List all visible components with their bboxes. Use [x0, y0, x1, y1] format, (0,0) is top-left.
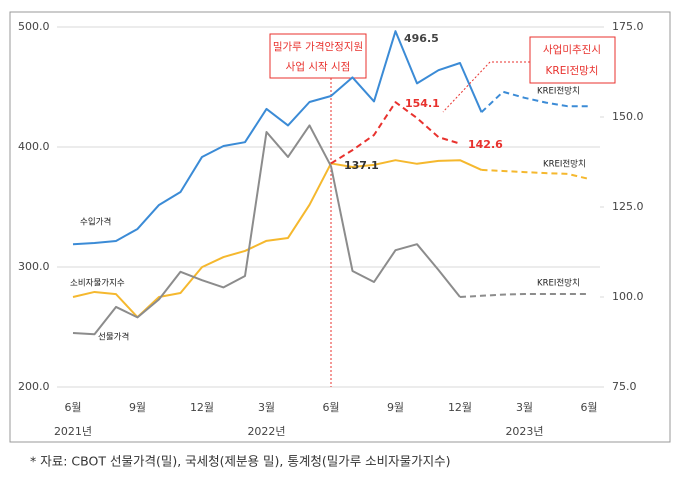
- event-box: [269, 33, 367, 79]
- series-line: [72, 124, 461, 336]
- value-label: 496.5: [404, 32, 439, 45]
- forecast-label: KREI전망치: [537, 86, 580, 97]
- y2-tick-label: 125.0: [612, 200, 644, 213]
- forecast-label: KREI전망치: [537, 278, 580, 289]
- callout-text: KREI전망치: [546, 65, 599, 77]
- series-line: [481, 168, 590, 180]
- x-tick-label: 12월: [448, 401, 472, 414]
- x-tick-label: 6월: [64, 401, 81, 414]
- frame: [9, 11, 671, 443]
- value-label: 154.1: [405, 97, 440, 110]
- year-label: 2023년: [505, 425, 543, 438]
- x-tick-label: 6월: [322, 401, 339, 414]
- event-text: 밀가루 가격안정지원: [273, 40, 363, 53]
- x-tick-label: 6월: [580, 401, 597, 414]
- x-tick-label: 3월: [516, 401, 533, 414]
- y2-tick-label: 100.0: [612, 290, 644, 303]
- y-tick-label: 200.0: [18, 380, 50, 393]
- y-tick-label: 500.0: [18, 20, 50, 33]
- callout-text: 사업미추진시: [543, 43, 601, 56]
- value-label: 142.6: [468, 138, 503, 151]
- series-line: [459, 293, 589, 298]
- y2-tick-label: 175.0: [612, 20, 644, 33]
- year-label: 2021년: [54, 425, 92, 438]
- series-line: [330, 101, 461, 165]
- event-text: 사업 시작 시점: [286, 60, 351, 73]
- x-tick-label: 12월: [190, 401, 214, 414]
- series-line: [72, 159, 482, 319]
- y2-tick-label: 75.0: [612, 380, 637, 393]
- series-label: 수입가격: [80, 217, 111, 228]
- value-label: 137.1: [344, 159, 379, 172]
- callout-box: [529, 36, 616, 84]
- series-label: 선물가격: [98, 332, 129, 343]
- x-tick-label: 3월: [258, 401, 275, 414]
- y-tick-label: 400.0: [18, 140, 50, 153]
- x-tick-label: 9월: [387, 401, 404, 414]
- year-label: 2022년: [247, 425, 285, 438]
- series-line: [72, 30, 483, 246]
- x-tick-label: 9월: [129, 401, 146, 414]
- callout-line: [442, 61, 530, 113]
- y-tick-label: 300.0: [18, 260, 50, 273]
- source-note: * 자료: CBOT 선물가격(밀), 국세청(제분용 밀), 통계청(밀가루 …: [30, 454, 451, 469]
- y2-tick-label: 150.0: [612, 110, 644, 123]
- series-line: [480, 90, 589, 113]
- series-label: 소비자물가지수: [70, 279, 125, 289]
- forecast-label: KREI전망치: [543, 159, 586, 170]
